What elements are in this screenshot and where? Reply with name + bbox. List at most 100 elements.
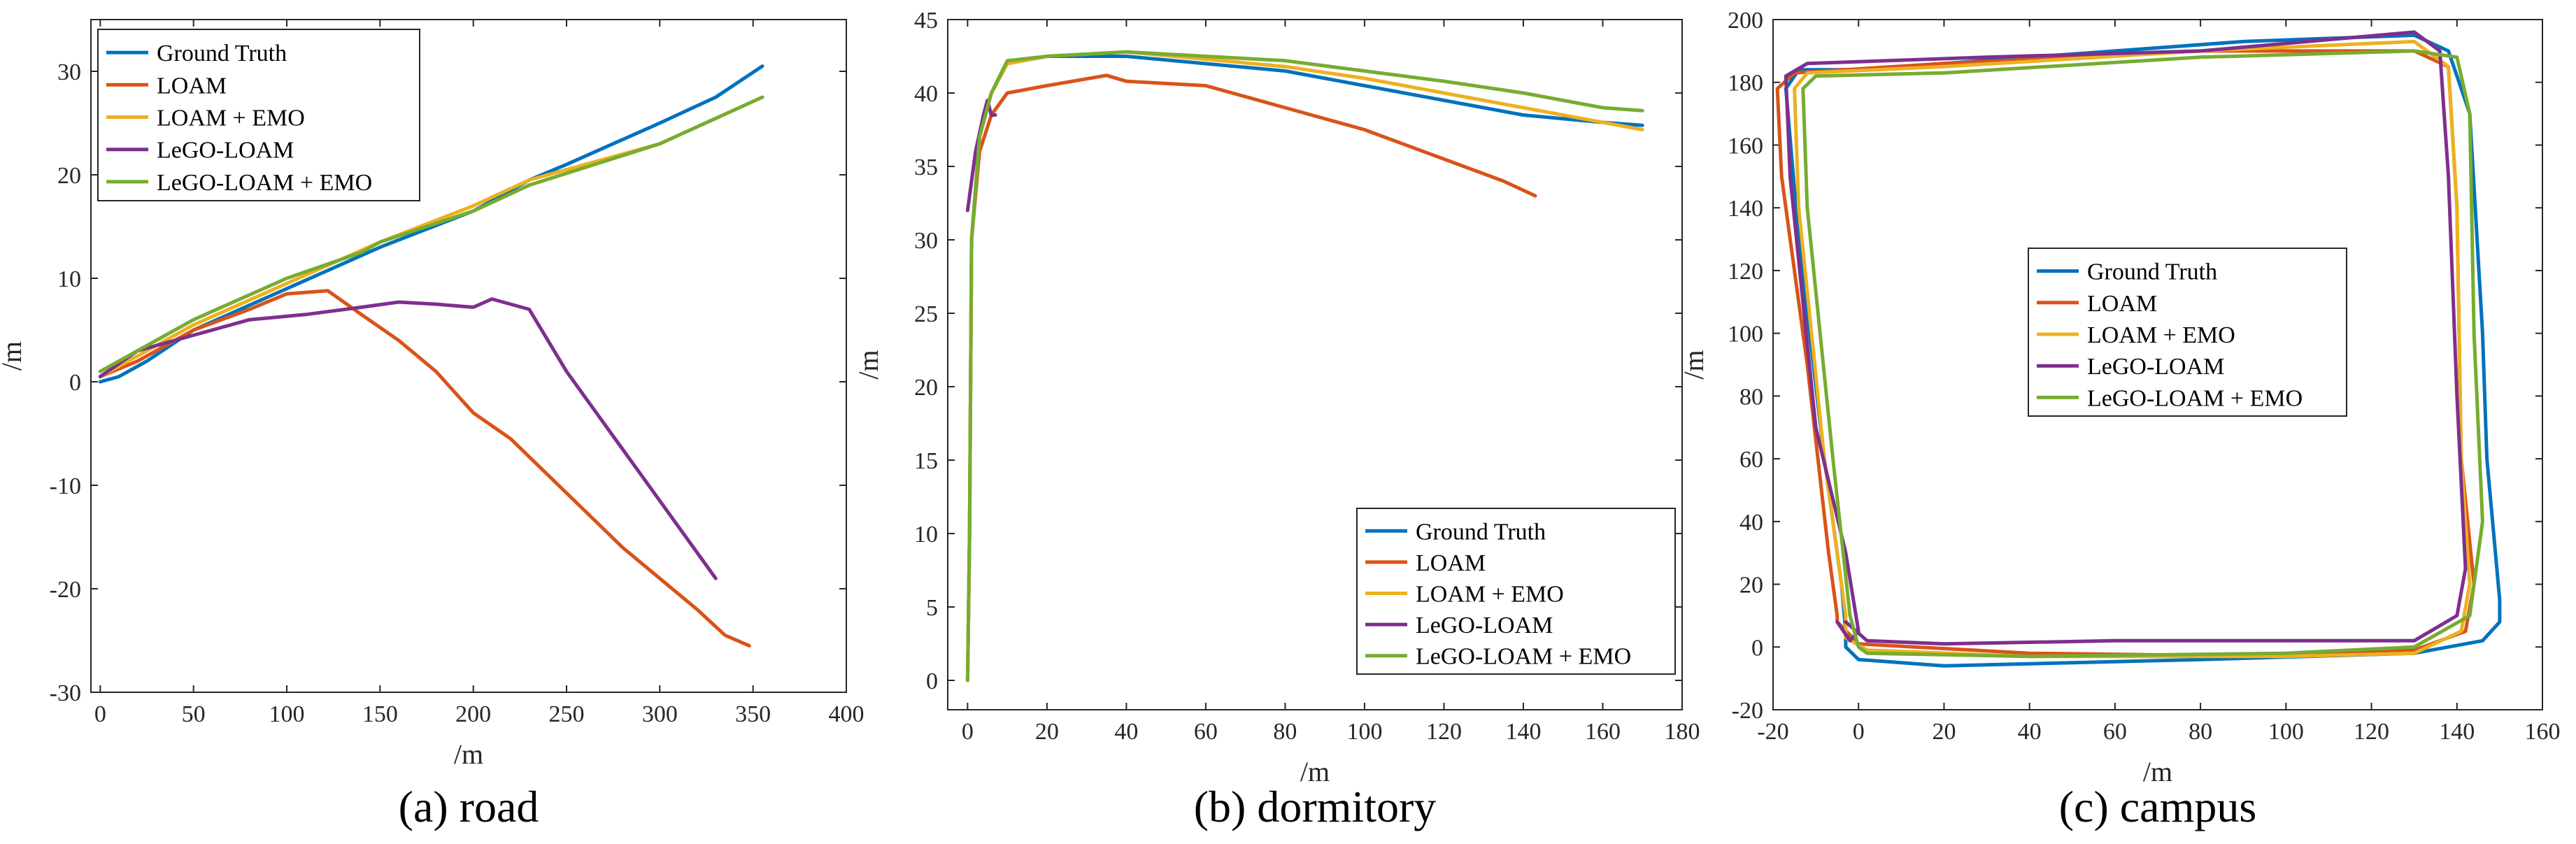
x-tick-label: 150 bbox=[362, 701, 398, 727]
x-tick-label: 60 bbox=[1194, 719, 1218, 745]
x-tick-label: 20 bbox=[1035, 719, 1059, 745]
x-tick-label: 160 bbox=[1585, 719, 1621, 745]
legend-entry: LOAM + EMO bbox=[157, 106, 305, 131]
x-tick-label: 50 bbox=[182, 701, 206, 727]
y-tick-label: 200 bbox=[1728, 8, 1763, 34]
y-axis-label: /m bbox=[1678, 350, 1709, 379]
x-tick-label: 40 bbox=[1114, 719, 1138, 745]
plot-area bbox=[1772, 19, 2543, 710]
series-line-loam-emo bbox=[1793, 39, 2472, 659]
legend-entry: LeGO-LOAM + EMO bbox=[1416, 644, 1631, 670]
legend-entry: LOAM bbox=[157, 73, 227, 99]
legend-entry: LOAM + EMO bbox=[2087, 322, 2235, 348]
y-tick-label: 30 bbox=[57, 59, 81, 85]
legend-entry: LOAM bbox=[1416, 550, 1486, 576]
chart-panel-3: -20 0 20 40 60 80 100 120 140 160 -20 0 20 40 60 80 100 1… bbox=[1678, 8, 2561, 831]
y-tick-label: 20 bbox=[57, 163, 81, 189]
x-tick-label: 0 bbox=[94, 701, 106, 727]
y-tick-label: -10 bbox=[50, 473, 81, 499]
y-tick-label: 10 bbox=[914, 522, 938, 548]
series-line-ground-truth bbox=[98, 64, 764, 384]
x-tick-label: 200 bbox=[455, 701, 491, 727]
x-tick-label: 100 bbox=[269, 701, 305, 727]
series-line-lego-loam-emo bbox=[1801, 49, 2484, 659]
y-tick-label: 0 bbox=[1751, 635, 1763, 661]
y-tick-label: 40 bbox=[914, 81, 938, 107]
chart-panel-2: 0 20 40 60 80 100 120 140 160 180 0 5 10 15 20 25 30 35 40… bbox=[853, 8, 1700, 831]
y-tick-label: 45 bbox=[914, 8, 938, 34]
x-tick-label: 250 bbox=[549, 701, 585, 727]
legend-entry: Ground Truth bbox=[2087, 259, 2217, 285]
y-tick-label: 0 bbox=[69, 370, 81, 396]
y-tick-label: 120 bbox=[1728, 259, 1763, 285]
x-tick-label: 400 bbox=[829, 701, 864, 727]
x-tick-label: 80 bbox=[2189, 719, 2212, 745]
x-tick-label: 100 bbox=[2268, 719, 2304, 745]
series-line-lego-loam bbox=[965, 99, 997, 213]
x-tick-label: 80 bbox=[1273, 719, 1297, 745]
series-line-lego-loam bbox=[98, 297, 718, 580]
x-tick-label: 300 bbox=[642, 701, 678, 727]
y-tick-label: 60 bbox=[1739, 447, 1763, 473]
plot-area bbox=[90, 19, 847, 693]
y-tick-label: 40 bbox=[1739, 510, 1763, 536]
y-tick-label: 35 bbox=[914, 155, 938, 180]
y-tick-label: 160 bbox=[1728, 133, 1763, 159]
legend: Ground Truth LOAM LOAM + EMO LeGO-LOAM LeGO-… bbox=[2028, 248, 2347, 417]
y-tick-label: -30 bbox=[50, 680, 81, 706]
x-tick-label: 20 bbox=[1932, 719, 1956, 745]
y-axis-label: /m bbox=[0, 341, 27, 371]
y-tick-label: 20 bbox=[1739, 573, 1763, 599]
legend-box bbox=[1356, 508, 1676, 675]
x-tick-label: 140 bbox=[2439, 719, 2475, 745]
legend-entry: LeGO-LOAM + EMO bbox=[2087, 385, 2303, 411]
x-tick-label: 160 bbox=[2525, 719, 2561, 745]
panel-caption: (b) dormitory bbox=[1194, 782, 1437, 831]
y-tick-label: -20 bbox=[50, 577, 81, 603]
legend-entry: LeGO-LOAM + EMO bbox=[157, 170, 372, 196]
y-tick-label: 80 bbox=[1739, 384, 1763, 410]
legend-entry: Ground Truth bbox=[1416, 519, 1546, 545]
x-axis-label: /m bbox=[2143, 756, 2172, 787]
legend-entry: Ground Truth bbox=[157, 41, 287, 66]
panel-caption: (a) road bbox=[399, 782, 539, 831]
legend-entry: LeGO-LOAM bbox=[2087, 354, 2224, 380]
series-line-lego-loam bbox=[1784, 30, 2468, 646]
x-tick-label: 120 bbox=[1426, 719, 1462, 745]
y-tick-label: 0 bbox=[926, 668, 938, 694]
legend-entry: LOAM bbox=[2087, 291, 2157, 317]
series-line-lego-loam-emo bbox=[965, 50, 1644, 682]
x-tick-label: 40 bbox=[2018, 719, 2042, 745]
y-tick-label: 100 bbox=[1728, 322, 1763, 348]
x-tick-label: -20 bbox=[1757, 719, 1788, 745]
x-axis-label: /m bbox=[454, 738, 483, 770]
y-tick-label: 30 bbox=[914, 228, 938, 254]
x-tick-label: 100 bbox=[1346, 719, 1382, 745]
y-tick-label: 15 bbox=[914, 448, 938, 474]
y-tick-label: 180 bbox=[1728, 71, 1763, 96]
legend-entry: LeGO-LOAM bbox=[157, 138, 294, 164]
y-tick-label: 20 bbox=[914, 375, 938, 401]
legend-entry: LOAM + EMO bbox=[1416, 582, 1564, 608]
y-tick-label: 25 bbox=[914, 301, 938, 327]
plot-area bbox=[947, 19, 1683, 710]
x-tick-label: 120 bbox=[2354, 719, 2389, 745]
x-axis-label: /m bbox=[1300, 756, 1330, 787]
chart-panel-1: 0 50 100 150 200 250 300 350 400 -30 -20 -10 0 10 20 30… bbox=[0, 19, 864, 831]
y-tick-label: 10 bbox=[57, 266, 81, 292]
legend-entry: LeGO-LOAM bbox=[1416, 613, 1553, 638]
legend-box bbox=[2028, 248, 2347, 417]
legend-box bbox=[97, 29, 420, 201]
x-tick-label: 0 bbox=[1853, 719, 1865, 745]
x-tick-label: 180 bbox=[1665, 719, 1700, 745]
series-line-lego-loam-emo bbox=[98, 95, 764, 373]
x-tick-label: 0 bbox=[962, 719, 974, 745]
series-line-loam bbox=[98, 289, 751, 648]
y-tick-label: 5 bbox=[926, 595, 938, 621]
legend: Ground Truth LOAM LOAM + EMO LeGO-LOAM LeGO-… bbox=[97, 29, 420, 201]
x-tick-label: 140 bbox=[1505, 719, 1541, 745]
y-tick-label: 140 bbox=[1728, 196, 1763, 222]
y-axis-label: /m bbox=[853, 350, 884, 379]
x-tick-label: 60 bbox=[2103, 719, 2127, 745]
